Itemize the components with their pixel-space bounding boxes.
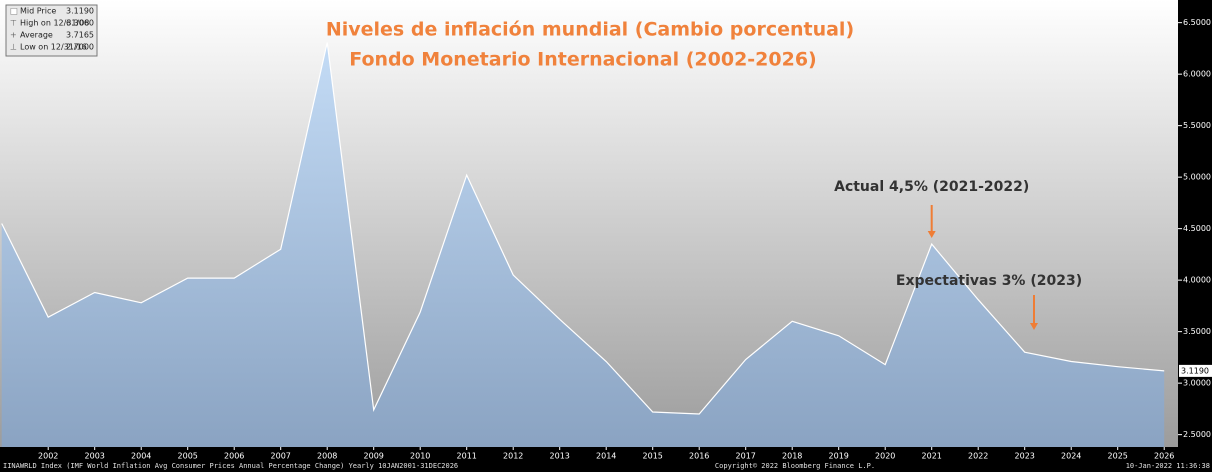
area-line (1, 42, 1165, 415)
x-tick-label: 2012 (503, 452, 523, 461)
legend-label: Mid Price (20, 7, 56, 16)
x-tick-label: 2019 (829, 452, 849, 461)
x-tick-label: 2011 (457, 452, 477, 461)
legend-value: 3.7165 (66, 31, 94, 40)
x-tick-label: 2024 (1061, 452, 1081, 461)
y-tick-label: 2.5000 (1183, 430, 1211, 439)
x-tick-label: 2008 (317, 452, 337, 461)
chart-title: Niveles de inflación mundial (Cambio por… (326, 19, 854, 41)
x-tick-label: 2010 (410, 452, 430, 461)
x-tick-label: 2021 (922, 452, 942, 461)
x-tick-label: 2026 (1154, 452, 1174, 461)
y-tick-label: 6.0000 (1183, 70, 1211, 79)
legend-symbol: + (10, 31, 17, 40)
x-tick-label: 2013 (550, 452, 570, 461)
footer-left: IINAWRLD Index (IMF World Inflation Avg … (3, 462, 458, 470)
x-tick-label: 2017 (736, 452, 756, 461)
x-tick-label: 2005 (178, 452, 198, 461)
x-tick-label: 2018 (782, 452, 802, 461)
legend-value: 6.3060 (66, 19, 94, 28)
x-tick-label: 2006 (224, 452, 244, 461)
x-tick-label: 2025 (1108, 452, 1128, 461)
legend-label: High on 12/31/08 (20, 19, 89, 28)
y-tick-label: 3.5000 (1183, 327, 1211, 336)
x-tick-label: 2004 (131, 452, 151, 461)
legend-symbol: ⊥ (10, 43, 17, 52)
x-tick-label: 2009 (364, 452, 384, 461)
legend-symbol: ⊤ (10, 19, 17, 28)
y-tick-label: 4.0000 (1183, 276, 1211, 285)
last-price-tag (1179, 364, 1212, 377)
legend-value: 2.7000 (66, 43, 94, 52)
x-tick-label: 2003 (85, 452, 105, 461)
legend-label: Low on 12/31/16 (20, 43, 87, 52)
footer-center: Copyright© 2022 Bloomberg Finance L.P. (715, 462, 875, 470)
x-tick-label: 2023 (1015, 452, 1035, 461)
legend-box (5, 4, 98, 57)
y-tick-label: 4.5000 (1183, 224, 1211, 233)
x-tick-label: 2020 (875, 452, 895, 461)
annotation: Expectativas 3% (2023) (896, 273, 1082, 289)
x-tick-label: 2014 (596, 452, 616, 461)
annotation-arrowhead (1030, 323, 1038, 330)
x-tick-label: 2022 (968, 452, 988, 461)
legend-value: 3.1190 (66, 7, 94, 16)
x-tick-label: 2007 (271, 452, 291, 461)
y-tick-label: 3.0000 (1183, 379, 1211, 388)
area (1, 42, 1165, 447)
footer-right: 10-Jan-2022 11:36:38 (1126, 462, 1210, 470)
axis-strip (1178, 0, 1212, 472)
y-tick-label: 5.0000 (1183, 173, 1211, 182)
legend-label: Average (20, 31, 53, 40)
last-price-label: 3.1190 (1181, 366, 1209, 375)
annotation-arrowhead (927, 231, 936, 238)
legend-symbol: ■ (10, 7, 18, 16)
x-tick-label: 2016 (689, 452, 709, 461)
annotation: Actual 4,5% (2021-2022) (834, 179, 1029, 195)
x-tick-label: 2015 (643, 452, 663, 461)
chart-subtitle: Fondo Monetario Internacional (2002-2026… (349, 49, 817, 71)
x-tick-label: 2002 (38, 452, 58, 461)
footer-strip (0, 447, 1212, 472)
y-tick-label: 6.5000 (1183, 18, 1211, 27)
y-tick-label: 5.5000 (1183, 121, 1211, 130)
